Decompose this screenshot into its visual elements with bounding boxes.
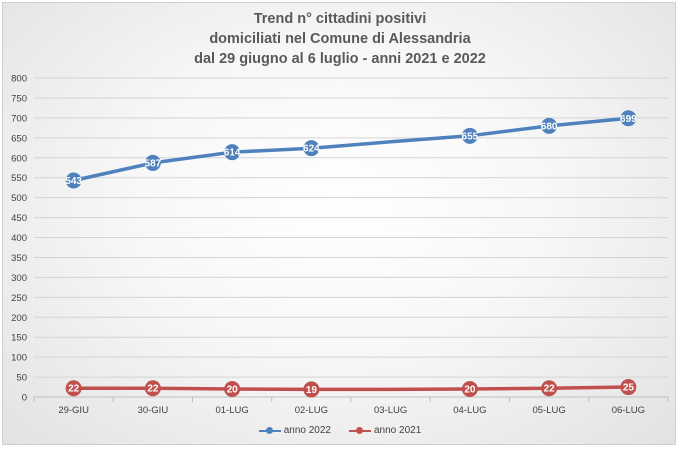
legend-item-2021: anno 2021 [349, 425, 421, 436]
y-tick-label-300: 300 [11, 273, 27, 284]
y-tick-label-200: 200 [11, 313, 27, 324]
data-label-anno-2022-0: 543 [65, 176, 82, 187]
chart-title-line-2: domiciliati nel Comune di Alessandria [209, 31, 471, 47]
x-tick-label-29-giu: 29-GIU [58, 405, 89, 416]
data-point-anno-2021-7 [620, 379, 637, 396]
data-point-anno-2022-0 [65, 172, 82, 189]
data-point-anno-2021-2 [224, 381, 241, 398]
legend-label-2022: anno 2022 [283, 425, 331, 436]
chart-title-line-1: Trend n° cittadini positivi [253, 11, 427, 27]
y-tick-label-500: 500 [11, 193, 27, 204]
data-label-anno-2021-1: 22 [147, 384, 159, 395]
x-tick-label-04-lug: 04-LUG [453, 405, 486, 416]
chart-title-line-3: dal 29 giugno al 6 luglio - anni 2021 e … [194, 51, 486, 67]
legend-swatch-2022 [258, 426, 281, 436]
x-tick-label-06-lug: 06-LUG [612, 405, 645, 416]
y-tick-label-550: 550 [11, 173, 27, 184]
series-line-anno-2022 [71, 116, 631, 183]
data-label-anno-2021-0: 22 [68, 384, 80, 395]
data-point-anno-2021-5 [461, 381, 478, 398]
data-label-anno-2022-7: 699 [620, 114, 637, 125]
data-label-anno-2022-5: 655 [462, 131, 479, 142]
data-point-anno-2021-6 [541, 380, 558, 397]
y-tick-label-450: 450 [11, 213, 27, 224]
data-label-anno-2021-5: 20 [464, 385, 476, 396]
data-point-anno-2022-7 [620, 110, 637, 127]
data-label-anno-2021-2: 20 [227, 385, 239, 396]
data-point-anno-2022-5 [461, 127, 478, 144]
y-tick-label-400: 400 [11, 233, 27, 244]
data-point-anno-2022-3 [303, 140, 320, 157]
data-label-anno-2021-3: 19 [306, 385, 318, 396]
data-label-anno-2022-1: 587 [145, 158, 162, 169]
data-point-anno-2022-2 [224, 144, 241, 161]
y-tick-label-350: 350 [11, 253, 27, 264]
chart-title: Trend n° cittadini positivi domiciliati … [0, 9, 680, 69]
data-point-anno-2021-0 [65, 380, 82, 397]
data-label-anno-2021-7: 25 [623, 383, 635, 394]
y-tick-label-0: 0 [22, 393, 27, 404]
y-tick-label-50: 50 [16, 373, 27, 384]
y-tick-label-150: 150 [11, 333, 27, 344]
x-tick-label-02-lug: 02-LUG [295, 405, 328, 416]
y-tick-label-750: 750 [11, 93, 27, 104]
y-tick-label-250: 250 [11, 293, 27, 304]
data-point-anno-2022-1 [144, 154, 161, 171]
data-point-anno-2021-1 [144, 380, 161, 397]
y-tick-label-600: 600 [11, 153, 27, 164]
series-line-anno-2021 [71, 385, 631, 392]
y-tick-label-650: 650 [11, 133, 27, 144]
y-tick-label-100: 100 [11, 353, 27, 364]
data-label-anno-2022-3: 624 [303, 144, 320, 155]
data-label-anno-2022-2: 614 [224, 148, 241, 159]
data-point-anno-2021-3 [303, 381, 320, 398]
x-tick-label-03-lug: 03-LUG [374, 405, 407, 416]
data-label-anno-2022-6: 680 [541, 121, 558, 132]
x-tick-label-30-giu: 30-GIU [138, 405, 169, 416]
x-tick-label-01-lug: 01-LUG [215, 405, 248, 416]
chart-frame [2, 2, 676, 445]
legend-swatch-2021 [349, 426, 371, 436]
y-tick-label-700: 700 [11, 113, 27, 124]
legend-label-2021: anno 2021 [374, 425, 422, 436]
data-point-anno-2022-6 [541, 117, 558, 134]
y-tick-label-800: 800 [11, 74, 27, 85]
legend-item-2022: anno 2022 [258, 425, 331, 436]
x-tick-label-05-lug: 05-LUG [532, 405, 565, 416]
data-label-anno-2021-6: 22 [544, 384, 556, 395]
chart-legend: anno 2022 anno 2021 [0, 425, 680, 436]
